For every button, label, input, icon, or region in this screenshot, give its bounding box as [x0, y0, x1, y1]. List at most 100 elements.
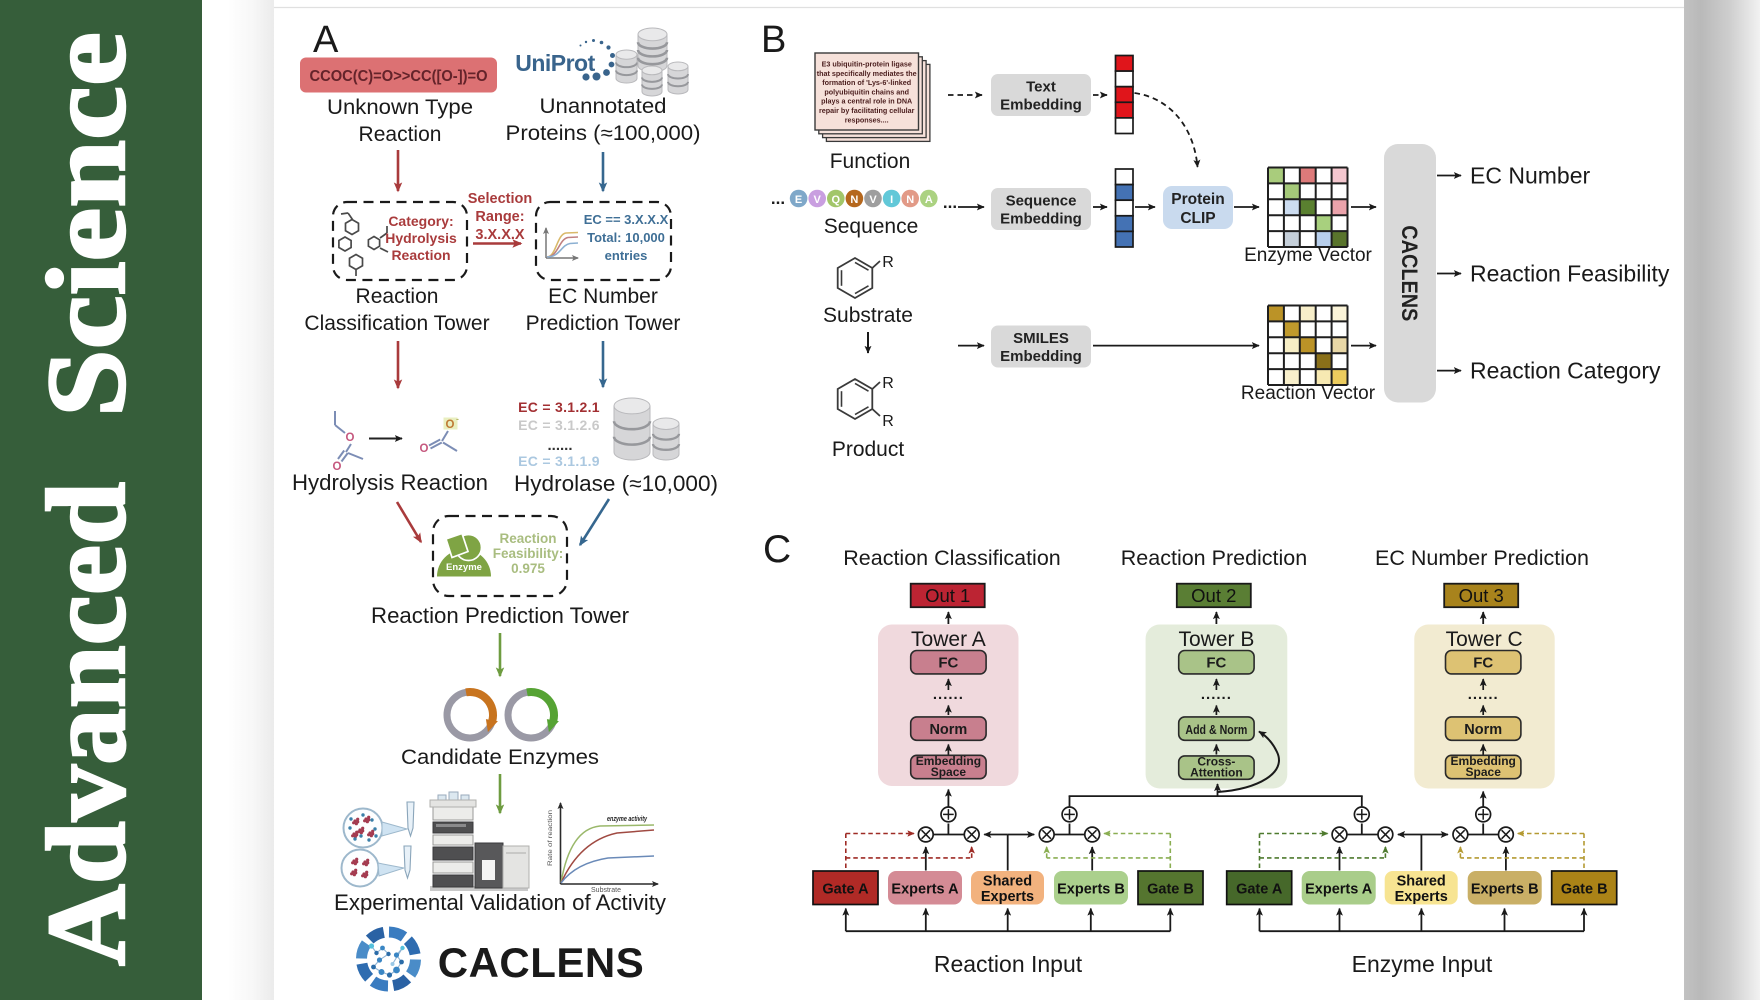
svg-text:Rate of reaction: Rate of reaction — [547, 810, 554, 866]
svg-text:Out 2: Out 2 — [1191, 585, 1236, 606]
svg-text:Proteins (≈100,000): Proteins (≈100,000) — [506, 122, 701, 145]
svg-text:Substrate: Substrate — [823, 304, 913, 327]
svg-text:...: ... — [771, 189, 785, 208]
svg-text:Add & Norm: Add & Norm — [1185, 722, 1247, 737]
svg-text:Experts A: Experts A — [1305, 882, 1373, 898]
svg-text:......: ...... — [1201, 686, 1232, 703]
svg-text:EC Number Prediction: EC Number Prediction — [1375, 546, 1589, 570]
svg-text:Reaction Vector: Reaction Vector — [1241, 383, 1376, 404]
svg-text:I: I — [890, 194, 893, 206]
svg-text:B: B — [761, 19, 786, 61]
svg-text:responses....: responses.... — [845, 115, 889, 124]
svg-text:plays a central role in DNA: plays a central role in DNA — [821, 97, 912, 106]
svg-text:Feasibility:: Feasibility: — [493, 546, 564, 561]
svg-text:Protein: Protein — [1171, 191, 1224, 208]
svg-text:Function: Function — [830, 150, 911, 173]
svg-text:Gate A: Gate A — [1236, 882, 1283, 898]
svg-text:R: R — [882, 375, 894, 392]
svg-text:Enzyme Input: Enzyme Input — [1352, 951, 1493, 977]
svg-text:Range:: Range: — [475, 209, 524, 225]
svg-text:FC: FC — [1206, 654, 1226, 671]
svg-text:FC: FC — [938, 654, 958, 671]
svg-text:Experimental Validation of Act: Experimental Validation of Activity — [334, 890, 666, 915]
svg-text:Embedding: Embedding — [916, 754, 981, 768]
svg-text:Reaction: Reaction — [356, 285, 439, 308]
svg-text:Text: Text — [1026, 79, 1056, 96]
svg-text:Out 1: Out 1 — [925, 585, 970, 606]
svg-text:FC: FC — [1473, 654, 1493, 671]
svg-text:formation of 'Lys-6'-linked: formation of 'Lys-6'-linked — [822, 78, 911, 87]
svg-text:...: ... — [943, 193, 957, 212]
svg-text:CACLENS: CACLENS — [438, 939, 645, 986]
svg-text:Reaction: Reaction — [499, 531, 556, 546]
svg-text:Q: Q — [832, 194, 841, 206]
svg-text:O: O — [446, 419, 455, 431]
svg-text:Cross-: Cross- — [1197, 755, 1235, 769]
svg-text:C: C — [763, 528, 791, 571]
svg-text:SMILES: SMILES — [1013, 330, 1069, 347]
svg-text:R: R — [882, 413, 894, 430]
svg-text:EC = 3.1.1.9: EC = 3.1.1.9 — [518, 453, 600, 469]
svg-text:Substrate: Substrate — [591, 887, 621, 894]
svg-text:Out 3: Out 3 — [1459, 585, 1504, 606]
svg-text:Hydrolase (≈10,000): Hydrolase (≈10,000) — [514, 471, 718, 496]
svg-text:Norm: Norm — [1464, 722, 1502, 738]
svg-text:Enzyme Vector: Enzyme Vector — [1244, 245, 1372, 266]
svg-text:that specifically mediates the: that specifically mediates the — [817, 69, 917, 78]
svg-text:A: A — [925, 194, 933, 206]
svg-text:Gate A: Gate A — [822, 882, 869, 898]
svg-text:N: N — [906, 194, 914, 206]
svg-text:Classification Tower: Classification Tower — [304, 312, 489, 335]
svg-text:Hydrolysis Reaction: Hydrolysis Reaction — [292, 470, 488, 495]
svg-text:EC Number: EC Number — [1470, 163, 1590, 189]
svg-text:Category:: Category: — [388, 213, 453, 229]
svg-text:Candidate Enzymes: Candidate Enzymes — [401, 745, 599, 769]
svg-text:Product: Product — [832, 438, 905, 461]
svg-text:Attention: Attention — [1190, 766, 1243, 780]
svg-text:Embedding: Embedding — [1000, 348, 1082, 365]
svg-text:Reaction: Reaction — [391, 247, 450, 263]
svg-text:E: E — [795, 194, 802, 206]
svg-text:Enzyme: Enzyme — [446, 562, 482, 573]
svg-text:Experts: Experts — [981, 889, 1034, 905]
svg-text:Embedding: Embedding — [1000, 97, 1082, 114]
svg-text:Reaction Classification: Reaction Classification — [843, 546, 1061, 570]
svg-text:V: V — [814, 194, 822, 206]
svg-text:N: N — [850, 194, 858, 206]
svg-text:Prediction Tower: Prediction Tower — [526, 312, 681, 335]
svg-text:Unknown Type: Unknown Type — [327, 96, 473, 119]
svg-text:Unannotated: Unannotated — [540, 95, 667, 118]
svg-text:O: O — [420, 443, 429, 455]
svg-text:entries: entries — [605, 248, 648, 263]
svg-text:Experts A: Experts A — [891, 882, 959, 898]
svg-text:Hydrolysis: Hydrolysis — [385, 230, 457, 246]
svg-text:E3 ubiquitin-protein ligase: E3 ubiquitin-protein ligase — [822, 60, 912, 69]
svg-text:CACLENS: CACLENS — [1397, 225, 1422, 321]
svg-text:Reaction Input: Reaction Input — [934, 951, 1083, 977]
svg-text:O: O — [346, 432, 355, 444]
svg-text:Shared: Shared — [983, 874, 1032, 890]
svg-text:EC == 3.X.X.X: EC == 3.X.X.X — [584, 212, 669, 227]
svg-text:polyubiquitin chains and: polyubiquitin chains and — [824, 87, 909, 96]
svg-text:Experts B: Experts B — [1057, 882, 1125, 898]
svg-text:Science: Science — [25, 32, 149, 417]
svg-text:0.975: 0.975 — [511, 561, 545, 576]
svg-text:Total: 10,000: Total: 10,000 — [587, 230, 665, 245]
svg-text:Advanced: Advanced — [25, 482, 149, 966]
svg-text:Experts B: Experts B — [1471, 882, 1539, 898]
svg-text:A: A — [313, 19, 339, 61]
svg-text:Embedding: Embedding — [1000, 211, 1082, 228]
svg-text:Sequence: Sequence — [824, 215, 919, 238]
svg-text:O: O — [333, 461, 342, 473]
svg-text:Reaction Category: Reaction Category — [1470, 358, 1661, 384]
svg-text:Selection: Selection — [468, 191, 532, 207]
svg-text:EC = 3.1.2.6: EC = 3.1.2.6 — [518, 417, 600, 433]
svg-text:Space: Space — [1466, 765, 1502, 779]
svg-text:EC = 3.1.2.1: EC = 3.1.2.1 — [518, 399, 600, 415]
svg-text:repair by facilitating cellula: repair by facilitating cellular — [819, 106, 915, 115]
svg-text:Reaction: Reaction — [359, 123, 442, 146]
svg-text:Gate B: Gate B — [1147, 882, 1194, 898]
svg-text:Tower A: Tower A — [911, 628, 986, 651]
svg-text:R: R — [882, 254, 894, 271]
svg-text:Gate B: Gate B — [1561, 882, 1608, 898]
